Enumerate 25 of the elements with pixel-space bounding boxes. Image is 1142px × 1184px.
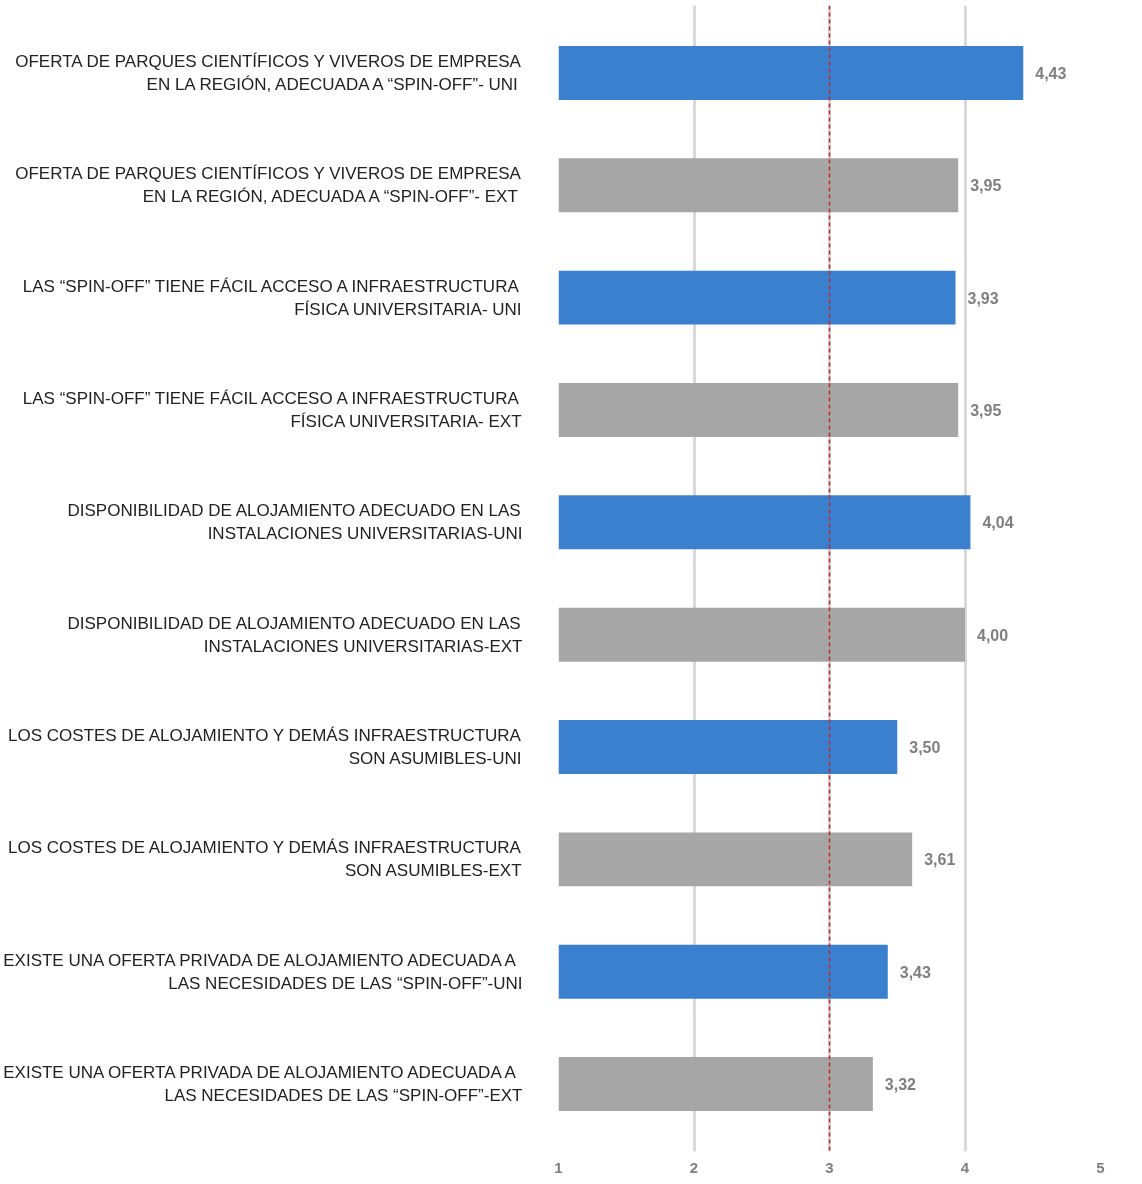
data-label: 3,61 <box>924 851 956 869</box>
data-label: 3,50 <box>909 739 941 757</box>
data-label: 4,00 <box>977 626 1009 644</box>
data-label: 4,43 <box>1035 64 1067 82</box>
y-tick-label: LAS “SPIN-OFF” TIENE FÁCIL ACCESO A INFRAESTRUCTURA FÍSICA UNIVERSITARIA- UNI <box>22 276 522 319</box>
data-label: 3,93 <box>967 289 999 307</box>
y-tick-label: EXISTE UNA OFERTA PRIVADA DE ALOJAMIENTO ADECUADA A LAS NECESIDADES DE LAS “SPIN-OFF”-EXT <box>3 1063 523 1105</box>
x-tick-label: 3 <box>825 1158 834 1176</box>
data-label: 3,95 <box>970 177 1002 195</box>
x-tick-label: 2 <box>689 1158 699 1176</box>
x-tick-label: 4 <box>960 1158 970 1176</box>
y-tick-label: DISPONIBILIDAD DE ALOJAMIENTO ADECUADO EN LAS INSTALACIONES UNIVERSITARIAS-UNI <box>67 501 523 544</box>
data-label: 3,43 <box>899 963 932 981</box>
y-tick-label: LOS COSTES DE ALOJAMIENTO Y DEMÁS INFRAESTRUCTURA SON ASUMIBLES-UNI <box>8 726 522 768</box>
x-tick-label: 5 <box>1096 1158 1105 1176</box>
y-tick-label: LOS COSTES DE ALOJAMIENTO Y DEMÁS INFRAESTRUCTURA SON ASUMIBLES-EXT <box>8 838 522 881</box>
y-tick-label: DISPONIBILIDAD DE ALOJAMIENTO ADECUADO EN LAS INSTALACIONES UNIVERSITARIAS-EXT <box>67 613 523 656</box>
x-tick-label: 1 <box>554 1158 563 1176</box>
data-label: 3,32 <box>884 1076 917 1094</box>
y-tick-label: LAS “SPIN-OFF” TIENE FÁCIL ACCESO A INFRAESTRUCTURA FÍSICA UNIVERSITARIA- EXT <box>22 389 522 431</box>
data-label: 3,95 <box>970 401 1002 419</box>
y-tick-label: OFERTA DE PARQUES CIENTÍFICOS Y VIVEROS DE EMPRESA EN LA REGIÓN, ADECUADA A “SPIN-OFF”- EXT <box>15 164 522 207</box>
y-tick-label: OFERTA DE PARQUES CIENTÍFICOS Y VIVEROS DE EMPRESA EN LA REGIÓN, ADECUADA A “SPIN-OFF”- UNI <box>15 52 522 94</box>
data-label: 4,04 <box>982 514 1014 532</box>
y-tick-label: EXISTE UNA OFERTA PRIVADA DE ALOJAMIENTO ADECUADA A LAS NECESIDADES DE LAS “SPIN-OFF”-UNI <box>3 950 523 993</box>
